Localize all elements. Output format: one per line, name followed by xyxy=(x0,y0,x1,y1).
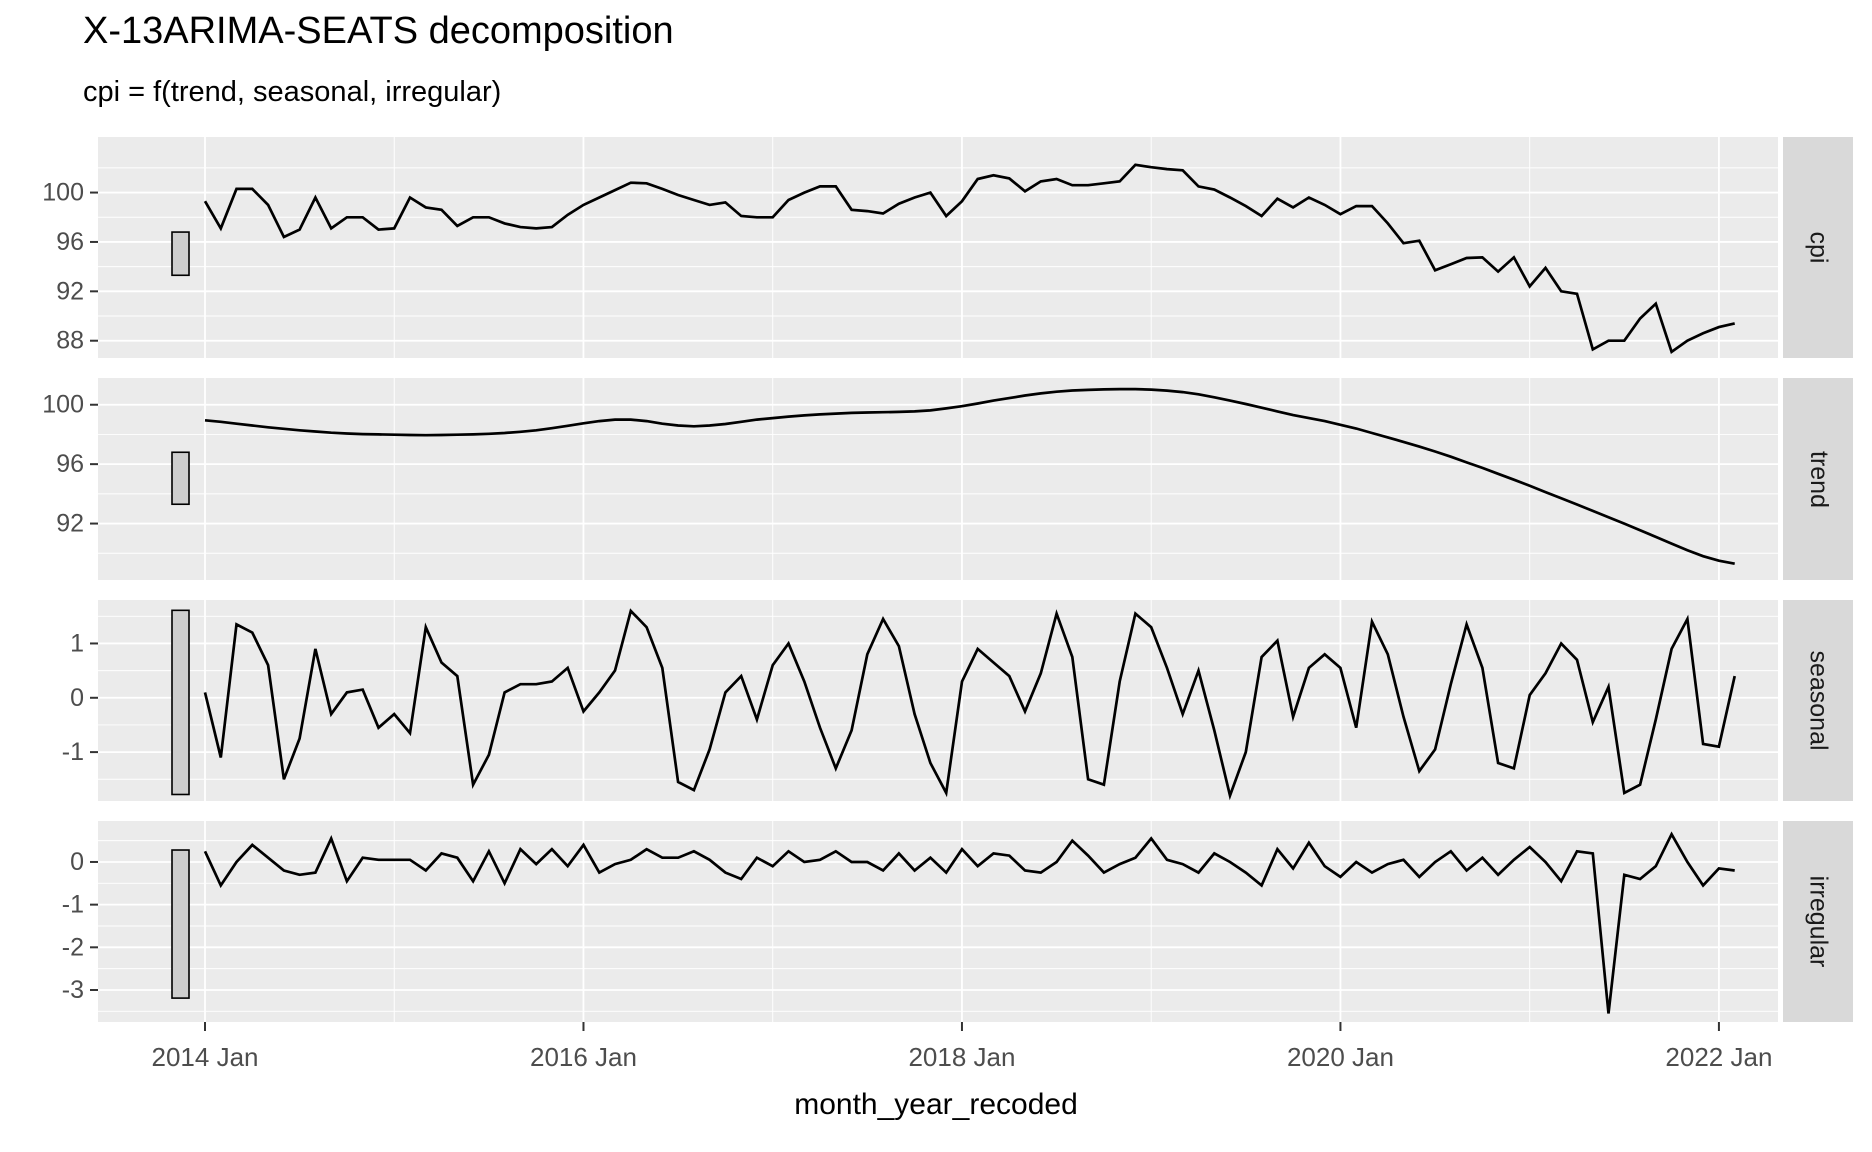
scale-bar-cpi xyxy=(171,231,190,277)
facet-strip-label: seasonal xyxy=(1804,650,1833,751)
facet-strip-seasonal: seasonal xyxy=(1783,600,1853,801)
x-tick-label: 2022 Jan xyxy=(1665,1042,1772,1072)
y-tick-label: 0 xyxy=(70,848,84,876)
series-line-cpi xyxy=(203,163,1736,354)
x-axis-title: month_year_recoded xyxy=(794,1088,1078,1121)
y-tick-label: -2 xyxy=(62,933,84,961)
y-tick-label: 1 xyxy=(70,629,84,657)
y-tick-label: -3 xyxy=(62,976,84,1004)
plot-subtitle: cpi = f(trend, seasonal, irregular) xyxy=(83,76,502,108)
y-tick-label: 96 xyxy=(56,228,84,256)
panel-bg-cpi xyxy=(98,137,1778,358)
x-tick-label: 2014 Jan xyxy=(152,1042,259,1072)
series-line-trend xyxy=(204,387,1735,566)
page-title: X-13ARIMA-SEATS decomposition xyxy=(83,10,674,52)
series-line-seasonal xyxy=(203,608,1737,801)
facet-strip-irregular: irregular xyxy=(1783,821,1853,1022)
panel-bg-seasonal xyxy=(98,600,1778,801)
facet-strip-label: irregular xyxy=(1804,875,1833,968)
panel-bg-irregular xyxy=(98,821,1778,1022)
scale-bar-irregular xyxy=(171,849,190,999)
scale-bar-seasonal xyxy=(171,609,190,796)
y-tick-label: -1 xyxy=(62,891,84,919)
facet-strip-cpi: cpi xyxy=(1783,137,1853,358)
y-tick-label: 92 xyxy=(56,277,84,305)
y-tick-label: 100 xyxy=(42,179,84,207)
y-tick-label: 92 xyxy=(56,510,84,538)
panel-bg-trend xyxy=(98,378,1778,580)
series-line-irregular xyxy=(203,831,1735,1014)
y-tick-label: 96 xyxy=(56,450,84,478)
facet-strip-trend: trend xyxy=(1783,378,1853,580)
facet-strip-label: trend xyxy=(1804,450,1833,508)
y-tick-label: -1 xyxy=(62,738,84,766)
x-tick-label: 2020 Jan xyxy=(1287,1042,1394,1072)
facet-strip-label: cpi xyxy=(1804,231,1833,264)
y-tick-label: 88 xyxy=(56,327,84,355)
y-tick-label: 100 xyxy=(42,391,84,419)
x-tick-label: 2018 Jan xyxy=(908,1042,1015,1072)
x-tick-label: 2016 Jan xyxy=(530,1042,637,1072)
y-tick-label: 0 xyxy=(70,684,84,712)
scale-bar-trend xyxy=(171,451,190,506)
